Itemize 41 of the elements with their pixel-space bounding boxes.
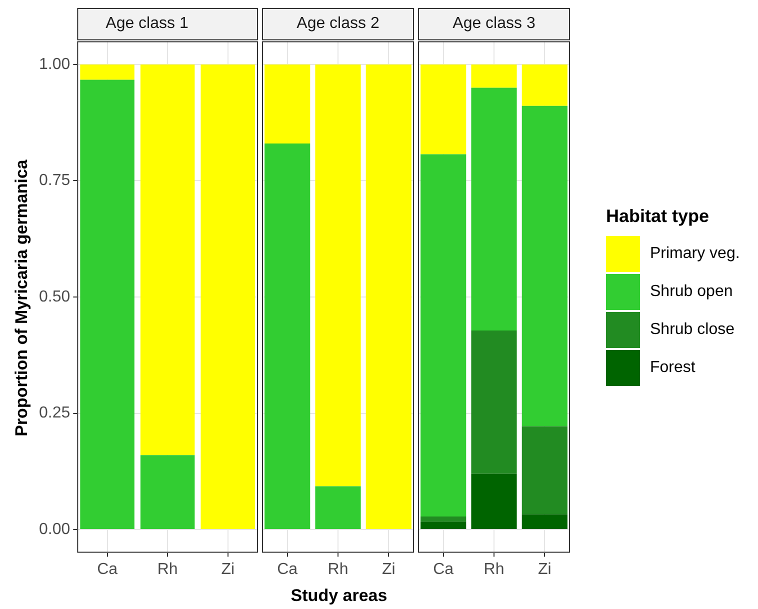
bar — [80, 80, 134, 530]
legend-label: Primary veg. — [650, 245, 740, 263]
legend-label: Forest — [650, 359, 696, 377]
bar — [522, 106, 568, 426]
bar — [471, 474, 517, 530]
y-axis-title: Proportion of Myricaria germanica — [12, 160, 32, 436]
bar — [420, 64, 466, 154]
x-tick-label: Ca — [97, 560, 118, 578]
x-tick-label: Rh — [484, 560, 504, 578]
bar — [420, 522, 466, 530]
x-tick-label: Ca — [277, 560, 298, 578]
bar — [522, 514, 568, 530]
y-tick-label: 0.50 — [39, 288, 70, 306]
bar — [420, 154, 466, 517]
bar — [522, 426, 568, 514]
bar — [420, 516, 466, 522]
chart-title: Age class 1 — [106, 15, 188, 32]
x-axis-title: Study areas — [290, 586, 388, 606]
x-tick-label: Rh — [157, 560, 178, 578]
x-tick-label: Rh — [328, 560, 348, 578]
bar — [200, 64, 255, 530]
x-tick-label: Zi — [221, 560, 235, 578]
bar — [471, 88, 517, 330]
bar — [471, 64, 517, 88]
y-tick-label: 1.00 — [39, 56, 70, 73]
chart-title: Age class 2 — [296, 15, 380, 32]
bar — [140, 64, 195, 456]
chart-title: Age class 3 — [452, 15, 536, 32]
legend-title: Habitat type — [606, 206, 710, 227]
legend-label: Shrub open — [650, 283, 733, 301]
bar — [522, 64, 568, 106]
y-tick-label: 0.75 — [39, 172, 70, 190]
bar — [80, 64, 134, 80]
y-tick-label: 0.25 — [39, 404, 70, 422]
legend-label: Shrub close — [650, 321, 734, 339]
bar — [140, 455, 195, 530]
x-tick-label: Zi — [538, 560, 552, 578]
x-tick-label: Zi — [382, 560, 396, 578]
y-tick-label: 0.00 — [39, 520, 70, 538]
bar — [471, 330, 517, 474]
x-tick-label: Ca — [433, 560, 454, 578]
